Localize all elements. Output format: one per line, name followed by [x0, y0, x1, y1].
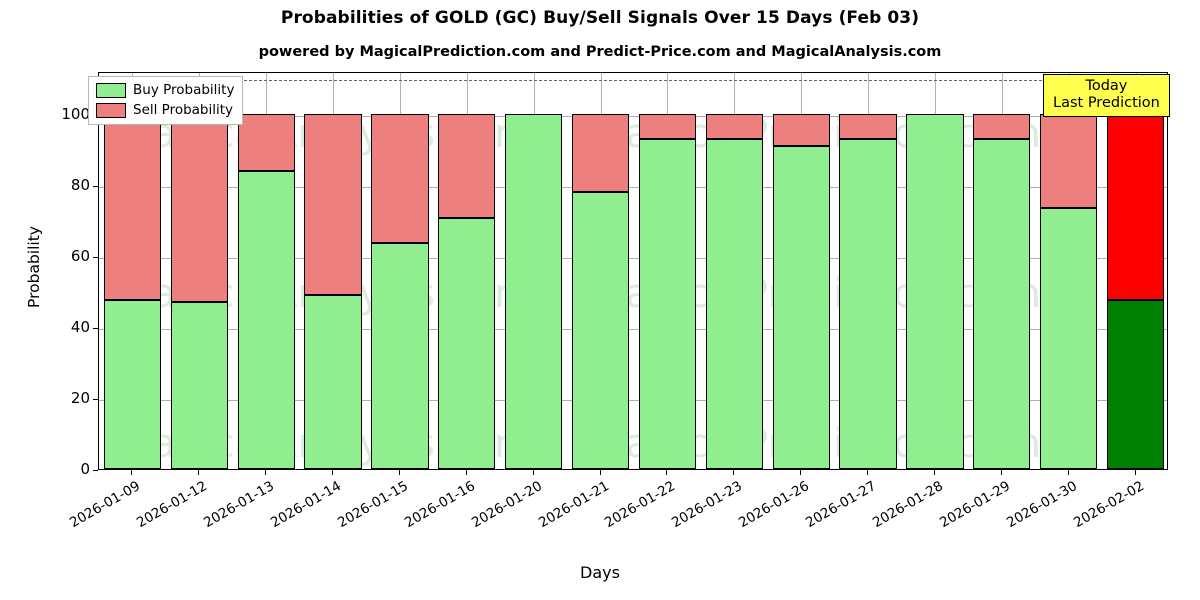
x-tick-mark: [800, 470, 801, 475]
bar-segment-sell[interactable]: [170, 113, 228, 302]
x-tick-mark: [666, 470, 667, 475]
bar-segment-buy[interactable]: [371, 243, 429, 469]
x-tick-mark: [867, 470, 868, 475]
bar-2026-01-22[interactable]: [638, 113, 697, 469]
bar-segment-buy[interactable]: [170, 301, 228, 469]
y-tick-label: 100: [61, 104, 90, 123]
y-tick-mark: [93, 470, 98, 471]
bar-2026-01-15[interactable]: [371, 113, 429, 469]
bar-2026-01-21[interactable]: [571, 113, 630, 469]
y-tick-mark: [93, 328, 98, 329]
bar-2026-02-02[interactable]: [1106, 113, 1165, 469]
bar-2026-01-16[interactable]: [438, 113, 496, 469]
reference-line: [99, 80, 1167, 82]
bar-segment-buy[interactable]: [237, 170, 295, 469]
bar-segment-buy[interactable]: [505, 113, 563, 469]
gridline-horizontal: [99, 186, 1167, 188]
today-annotation-line1: Today: [1085, 78, 1128, 94]
y-tick-mark: [93, 186, 98, 187]
bar-segment-sell[interactable]: [973, 113, 1031, 139]
plot-area: MagicalAnalysis.comMagicalPrediction.com…: [98, 72, 1168, 470]
bar-segment-sell[interactable]: [839, 113, 897, 139]
x-tick-mark: [600, 470, 601, 475]
bar-segment-buy[interactable]: [839, 138, 897, 469]
x-tick-mark: [466, 470, 467, 475]
bar-segment-buy[interactable]: [973, 138, 1031, 469]
y-tick-mark: [93, 399, 98, 400]
bar-segment-buy[interactable]: [571, 191, 630, 469]
bar-segment-buy[interactable]: [772, 145, 830, 469]
chart-legend: Buy Probability Sell Probability: [88, 76, 244, 125]
bar-segment-buy[interactable]: [906, 113, 964, 469]
today-annotation: Today Last Prediction: [1043, 74, 1170, 118]
bar-2026-01-12[interactable]: [170, 113, 228, 469]
x-tick-mark: [1068, 470, 1069, 475]
bar-2026-01-09[interactable]: [103, 113, 162, 469]
bar-segment-sell[interactable]: [1106, 113, 1165, 301]
x-tick-mark: [265, 470, 266, 475]
bar-2026-01-23[interactable]: [705, 113, 763, 469]
gridline-horizontal: [99, 115, 1167, 117]
legend-label-sell: Sell Probability: [133, 102, 234, 118]
bar-segment-buy[interactable]: [705, 138, 763, 469]
x-tick-mark: [533, 470, 534, 475]
chart-subtitle: powered by MagicalPrediction.com and Pre…: [258, 44, 942, 60]
y-axis-label-wrap: Probability: [8, 72, 43, 470]
x-axis-label: Days: [580, 563, 620, 582]
chart-title: Probabilities of GOLD (GC) Buy/Sell Sign…: [280, 8, 920, 28]
bar-2026-01-28[interactable]: [906, 113, 964, 469]
bar-segment-sell[interactable]: [103, 113, 162, 301]
today-annotation-line2: Last Prediction: [1053, 95, 1160, 112]
bar-segment-sell[interactable]: [772, 113, 830, 146]
legend-swatch-buy-icon: [96, 82, 126, 98]
x-tick-mark: [332, 470, 333, 475]
bar-segment-buy[interactable]: [103, 300, 162, 469]
y-tick-label: 40: [70, 317, 90, 336]
x-tick-mark: [198, 470, 199, 475]
x-tick-mark: [1135, 470, 1136, 475]
x-tick-mark: [399, 470, 400, 475]
y-tick-label: 20: [70, 388, 90, 407]
bar-2026-01-26[interactable]: [772, 113, 830, 469]
bar-segment-buy[interactable]: [638, 138, 697, 469]
plot-inner: MagicalAnalysis.comMagicalPrediction.com…: [99, 73, 1167, 469]
y-tick-label: 80: [70, 175, 90, 194]
gridline-horizontal: [99, 399, 1167, 401]
bar-segment-sell[interactable]: [638, 113, 697, 139]
bar-2026-01-29[interactable]: [973, 113, 1031, 469]
bar-segment-sell[interactable]: [237, 113, 295, 171]
bar-2026-01-27[interactable]: [839, 113, 897, 469]
bar-2026-01-20[interactable]: [505, 113, 563, 469]
gridline-horizontal: [99, 257, 1167, 259]
bar-segment-buy[interactable]: [1106, 300, 1165, 469]
gridline-horizontal: [99, 328, 1167, 330]
x-tick-mark: [1001, 470, 1002, 475]
bar-segment-sell[interactable]: [571, 113, 630, 192]
bar-2026-01-14[interactable]: [304, 113, 362, 469]
bar-segment-buy[interactable]: [304, 294, 362, 469]
bar-segment-sell[interactable]: [705, 113, 763, 139]
legend-item-sell: Sell Probability: [96, 102, 234, 118]
x-tick-mark: [934, 470, 935, 475]
bar-segment-sell[interactable]: [1040, 113, 1098, 208]
legend-swatch-sell-icon: [96, 102, 126, 118]
y-tick-mark: [93, 257, 98, 258]
legend-label-buy: Buy Probability: [133, 82, 235, 98]
bar-segment-sell[interactable]: [371, 113, 429, 244]
y-tick-label: 60: [70, 246, 90, 265]
x-tick-mark: [733, 470, 734, 475]
y-axis-label: Probability: [25, 226, 43, 308]
legend-item-buy: Buy Probability: [96, 82, 234, 98]
bar-segment-buy[interactable]: [438, 218, 496, 469]
x-tick-mark: [131, 470, 132, 475]
bar-2026-01-30[interactable]: [1040, 113, 1098, 469]
bar-segment-sell[interactable]: [304, 113, 362, 295]
bar-segment-sell[interactable]: [438, 113, 496, 219]
bar-2026-01-13[interactable]: [237, 113, 295, 469]
y-tick-label: 0: [80, 460, 90, 478]
bar-segment-buy[interactable]: [1040, 207, 1098, 469]
